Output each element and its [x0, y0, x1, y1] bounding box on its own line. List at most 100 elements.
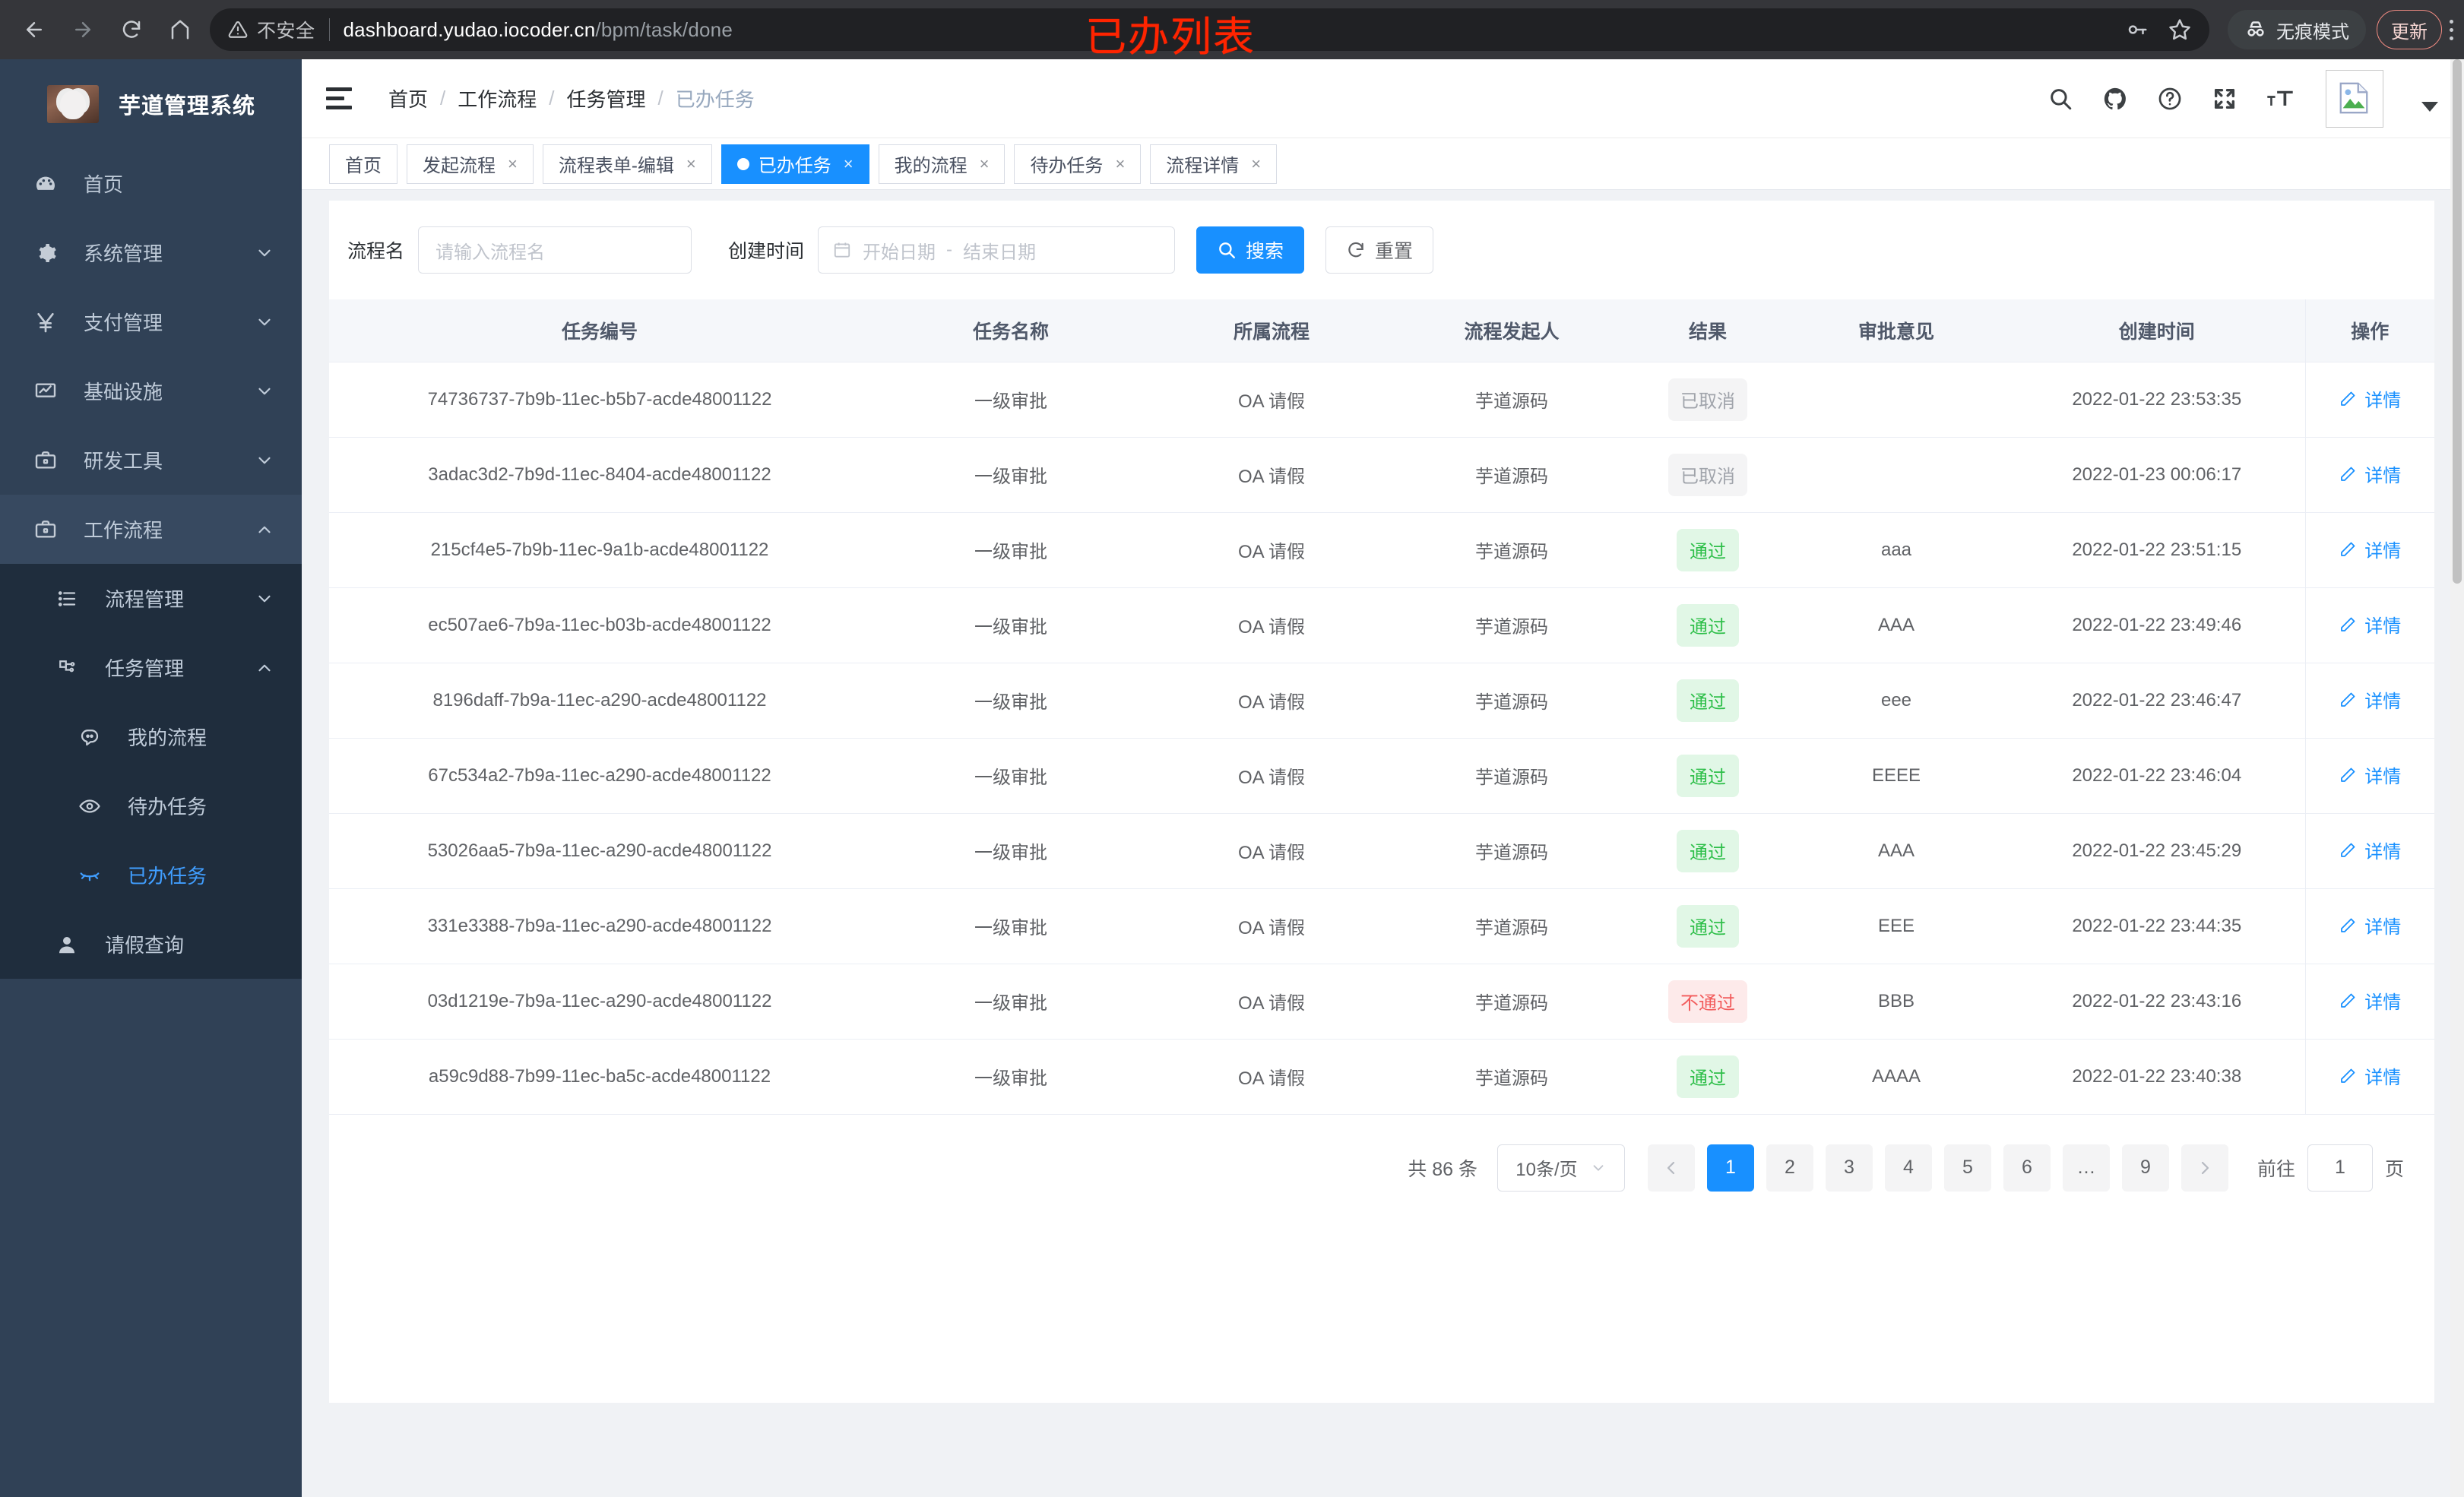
- table-row[interactable]: ec507ae6-7b9a-11ec-b03b-acde48001122 一级审批…: [329, 587, 2434, 663]
- yen-icon: [24, 310, 67, 334]
- detail-label: 详情: [2364, 992, 2402, 1014]
- hamburger-icon[interactable]: [326, 87, 352, 109]
- edit-icon: [2341, 993, 2355, 1008]
- sidebar-item-home[interactable]: 首页: [0, 149, 302, 218]
- search-icon[interactable]: [2048, 86, 2073, 112]
- pagination-page-2[interactable]: 2: [1766, 1144, 1813, 1192]
- brand[interactable]: 芋道管理系统: [0, 59, 302, 149]
- sidebar-item-done-task[interactable]: 已办任务: [0, 840, 302, 910]
- table-row[interactable]: 74736737-7b9b-11ec-b5b7-acde48001122 一级审批…: [329, 362, 2434, 438]
- home-icon[interactable]: [158, 8, 202, 52]
- pagination-page-9[interactable]: 9: [2121, 1144, 2169, 1192]
- close-icon[interactable]: ×: [1115, 153, 1126, 173]
- process-name-input[interactable]: 请输入流程名: [418, 226, 692, 274]
- detail-button[interactable]: 详情: [2339, 385, 2401, 412]
- address-bar[interactable]: 不安全 dashboard.yudao.iocoder.cn/bpm/task/…: [210, 8, 2209, 51]
- tab-process-detail[interactable]: 流程详情 ×: [1150, 144, 1278, 184]
- table-head: 任务编号 任务名称 所属流程 流程发起人 结果 审批意见 创建时间 操作: [329, 299, 2434, 362]
- detail-button[interactable]: 详情: [2339, 761, 2401, 788]
- breadcrumb-item[interactable]: 首页: [388, 88, 429, 111]
- update-button[interactable]: 更新: [2377, 10, 2442, 49]
- sidebar-item-devtools[interactable]: 研发工具: [0, 426, 302, 495]
- font-size-icon[interactable]: [2266, 86, 2294, 112]
- chevron-down-icon[interactable]: [2421, 102, 2438, 112]
- detail-button[interactable]: 详情: [2339, 1062, 2401, 1089]
- reload-icon[interactable]: [109, 8, 154, 52]
- star-icon[interactable]: [2168, 18, 2191, 41]
- github-icon[interactable]: [2102, 86, 2128, 112]
- sidebar-item-infrastructure[interactable]: 基础设施: [0, 356, 302, 426]
- close-icon[interactable]: ×: [843, 153, 854, 173]
- tab-my-process[interactable]: 我的流程 ×: [878, 144, 1006, 184]
- tab-start-process[interactable]: 发起流程 ×: [407, 144, 534, 184]
- close-icon[interactable]: ×: [1251, 153, 1262, 173]
- cell-comment: aaa: [1784, 512, 2009, 588]
- help-circle-icon[interactable]: [2157, 86, 2183, 112]
- pagination-next-button[interactable]: [2181, 1144, 2228, 1192]
- reset-button[interactable]: 重置: [1325, 226, 1434, 274]
- pagination-page-6[interactable]: 6: [2003, 1144, 2051, 1192]
- tab-done-task[interactable]: 已办任务 ×: [721, 144, 869, 184]
- forward-icon[interactable]: [61, 8, 105, 52]
- pagination-page-1[interactable]: 1: [1706, 1144, 1754, 1192]
- scrollbar-thumb[interactable]: [2453, 59, 2462, 584]
- sidebar-item-leave-query[interactable]: 请假查询: [0, 910, 302, 979]
- table-row[interactable]: a59c9d88-7b99-11ec-ba5c-acde48001122 一级审批…: [329, 1039, 2434, 1115]
- detail-button[interactable]: 详情: [2339, 611, 2401, 638]
- create-time-range-picker[interactable]: 开始日期 - 结束日期: [818, 226, 1176, 274]
- detail-button[interactable]: 详情: [2339, 460, 2401, 487]
- sidebar-item-my-process[interactable]: 我的流程: [0, 702, 302, 771]
- tab-label: 我的流程: [894, 156, 968, 176]
- pagination-prev-button[interactable]: [1647, 1144, 1695, 1192]
- table-row[interactable]: 3adac3d2-7b9d-11ec-8404-acde48001122 一级审批…: [329, 437, 2434, 513]
- cell-initiator: 芋道源码: [1392, 437, 1632, 513]
- column-header-initiator: 流程发起人: [1392, 299, 1632, 362]
- close-icon[interactable]: ×: [508, 153, 518, 173]
- sidebar-item-todo-task[interactable]: 待办任务: [0, 771, 302, 840]
- tab-process-form-edit[interactable]: 流程表单-编辑 ×: [542, 144, 712, 184]
- sidebar-item-system[interactable]: 系统管理: [0, 218, 302, 287]
- avatar[interactable]: [2326, 69, 2383, 128]
- search-button[interactable]: 搜索: [1196, 226, 1305, 274]
- close-icon[interactable]: ×: [979, 153, 990, 173]
- table-row[interactable]: 53026aa5-7b9a-11ec-a290-acde48001122 一级审批…: [329, 813, 2434, 889]
- breadcrumb-item[interactable]: 任务管理: [566, 88, 646, 111]
- sidebar-item-task-management[interactable]: 任务管理: [0, 633, 302, 702]
- cell-action: 详情: [2304, 1039, 2434, 1115]
- cell-task-name: 一级审批: [870, 437, 1151, 513]
- table-row[interactable]: 67c534a2-7b9a-11ec-a290-acde48001122 一级审批…: [329, 738, 2434, 814]
- kebab-menu-icon[interactable]: [2442, 17, 2464, 43]
- cell-task-name: 一级审批: [870, 512, 1151, 588]
- back-icon[interactable]: [12, 8, 56, 52]
- incognito-indicator[interactable]: 无痕模式: [2228, 10, 2366, 49]
- tab-home[interactable]: 首页: [329, 144, 397, 184]
- detail-button[interactable]: 详情: [2339, 686, 2401, 713]
- detail-button[interactable]: 详情: [2339, 912, 2401, 938]
- detail-button[interactable]: 详情: [2339, 837, 2401, 863]
- page-size-select[interactable]: 10条/页: [1496, 1144, 1625, 1192]
- pagination-ellipsis[interactable]: …: [2062, 1144, 2110, 1192]
- fullscreen-icon[interactable]: [2212, 86, 2238, 112]
- table-row[interactable]: 215cf4e5-7b9b-11ec-9a1b-acde48001122 一级审批…: [329, 512, 2434, 588]
- page-scrollbar[interactable]: [2450, 59, 2464, 1497]
- jump-page-input[interactable]: 1: [2307, 1144, 2373, 1192]
- key-icon[interactable]: [2126, 18, 2149, 41]
- sidebar-item-payment[interactable]: 支付管理: [0, 287, 302, 356]
- pagination-jumper: 前往 1 页: [2257, 1144, 2404, 1192]
- chevron-down-icon: [255, 381, 274, 401]
- close-icon[interactable]: ×: [686, 153, 696, 173]
- table-row[interactable]: 03d1219e-7b9a-11ec-a290-acde48001122 一级审批…: [329, 964, 2434, 1040]
- sidebar-item-workflow[interactable]: 工作流程: [0, 495, 302, 564]
- sidebar-item-process-management[interactable]: 流程管理: [0, 564, 302, 633]
- pagination-page-5[interactable]: 5: [1943, 1144, 1991, 1192]
- table-row[interactable]: 8196daff-7b9a-11ec-a290-acde48001122 一级审批…: [329, 663, 2434, 739]
- pagination-page-4[interactable]: 4: [1884, 1144, 1932, 1192]
- cell-created-time: 2022-01-22 23:46:04: [2009, 738, 2305, 814]
- tab-todo-task[interactable]: 待办任务 ×: [1014, 144, 1142, 184]
- detail-button[interactable]: 详情: [2339, 536, 2401, 562]
- table-row[interactable]: 331e3388-7b9a-11ec-a290-acde48001122 一级审批…: [329, 888, 2434, 964]
- pagination-page-3[interactable]: 3: [1825, 1144, 1873, 1192]
- breadcrumb-item[interactable]: 工作流程: [458, 88, 537, 111]
- detail-button[interactable]: 详情: [2339, 987, 2401, 1014]
- cell-process: OA 请假: [1151, 437, 1392, 513]
